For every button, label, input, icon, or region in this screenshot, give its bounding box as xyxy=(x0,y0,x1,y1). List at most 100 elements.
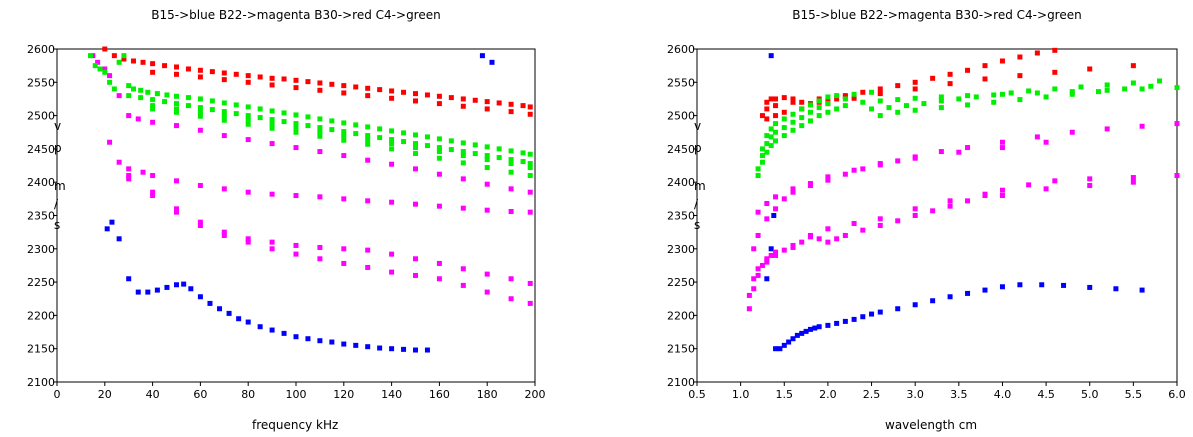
data-point xyxy=(1113,286,1119,292)
data-point xyxy=(956,96,962,102)
data-point xyxy=(269,82,275,88)
data-point xyxy=(1078,84,1084,90)
data-point xyxy=(174,178,179,184)
data-point xyxy=(1043,139,1049,145)
data-point xyxy=(245,104,251,110)
data-point xyxy=(799,106,805,112)
data-point xyxy=(245,113,251,119)
data-point xyxy=(812,325,818,331)
data-point xyxy=(150,97,156,103)
data-point xyxy=(317,80,323,86)
data-point xyxy=(377,126,383,132)
data-point xyxy=(1087,183,1093,189)
y-axis-label-char: m xyxy=(54,179,66,193)
data-point xyxy=(413,98,418,104)
data-point xyxy=(221,232,227,238)
x-tick-label: 0.5 xyxy=(688,388,706,401)
data-point xyxy=(527,165,533,171)
data-point xyxy=(860,99,866,105)
data-point xyxy=(424,143,430,149)
data-point xyxy=(436,145,442,151)
data-point xyxy=(401,346,407,352)
data-point xyxy=(164,284,170,290)
data-point xyxy=(245,236,251,242)
data-point xyxy=(245,79,251,85)
data-point xyxy=(126,83,132,89)
data-point xyxy=(755,266,761,272)
data-point xyxy=(293,251,299,257)
data-point xyxy=(174,64,179,70)
data-point xyxy=(1157,78,1163,84)
data-point xyxy=(764,276,770,282)
y-axis-label-char: v xyxy=(54,119,61,133)
data-point xyxy=(773,346,779,352)
data-point xyxy=(257,74,263,80)
data-point xyxy=(317,256,323,262)
data-point xyxy=(140,169,146,175)
data-point xyxy=(912,107,918,113)
data-point xyxy=(145,89,151,95)
data-point xyxy=(799,330,805,336)
data-point xyxy=(97,66,103,72)
data-point xyxy=(436,203,442,209)
data-point xyxy=(209,98,215,104)
data-point xyxy=(126,93,132,99)
x-tick-label: 2.5 xyxy=(863,388,881,401)
data-point xyxy=(107,139,113,145)
data-point xyxy=(365,198,371,204)
data-point xyxy=(759,153,765,159)
data-point xyxy=(1130,63,1136,69)
data-point xyxy=(401,139,407,145)
data-point xyxy=(181,281,187,287)
data-point xyxy=(869,311,875,317)
data-point xyxy=(269,117,275,123)
data-point xyxy=(999,139,1005,145)
data-point xyxy=(341,137,347,143)
data-point xyxy=(965,290,971,296)
data-point xyxy=(448,95,454,101)
data-point xyxy=(207,300,213,306)
data-point xyxy=(150,106,156,112)
data-point xyxy=(413,256,418,262)
data-point xyxy=(790,242,796,248)
data-point xyxy=(102,46,108,52)
data-point xyxy=(790,186,796,192)
data-point xyxy=(389,199,395,205)
y-axis-label-char: s xyxy=(54,218,60,232)
data-point xyxy=(460,140,466,146)
data-point xyxy=(895,218,901,224)
data-point xyxy=(773,194,779,200)
data-point xyxy=(991,99,997,105)
series-3 xyxy=(87,53,533,179)
data-point xyxy=(764,149,770,155)
data-point xyxy=(912,206,918,212)
data-point xyxy=(269,327,275,333)
data-point xyxy=(956,149,962,155)
data-point xyxy=(389,95,395,101)
y-tick-label: 2150 xyxy=(667,343,695,356)
x-tick-label: 1.5 xyxy=(776,388,794,401)
data-point xyxy=(413,347,418,353)
data-point xyxy=(842,103,848,109)
data-point xyxy=(221,186,227,192)
data-point xyxy=(281,330,287,336)
data-point xyxy=(365,344,371,350)
data-point xyxy=(751,246,757,252)
data-point xyxy=(436,171,442,177)
data-point xyxy=(869,89,875,95)
data-point xyxy=(527,189,533,195)
data-point xyxy=(389,141,395,147)
y-tick-label: 2500 xyxy=(667,110,695,123)
data-point xyxy=(317,116,323,122)
data-point xyxy=(773,103,779,109)
data-point xyxy=(329,118,335,124)
data-point xyxy=(1043,94,1049,100)
data-point xyxy=(764,216,770,222)
data-point xyxy=(825,174,831,180)
data-point xyxy=(803,328,809,334)
data-point xyxy=(781,247,787,253)
data-point xyxy=(365,93,371,99)
data-point xyxy=(209,107,215,113)
data-point xyxy=(389,146,395,152)
data-point xyxy=(825,98,831,104)
